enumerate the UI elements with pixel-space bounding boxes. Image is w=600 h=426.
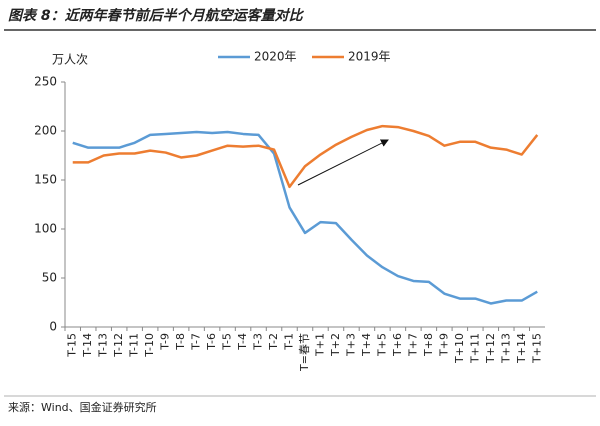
x-tick-label: T-8 xyxy=(174,333,187,351)
y-tick-label: 150 xyxy=(34,173,57,187)
x-tick-label: T+12 xyxy=(484,333,497,364)
x-tick-label: T-7 xyxy=(190,333,203,351)
x-tick-label: T+3 xyxy=(344,333,357,357)
x-tick-label: T-11 xyxy=(128,333,141,358)
x-tick-label: T-3 xyxy=(252,333,265,351)
x-tick-label: T+15 xyxy=(530,333,543,364)
x-tick-label: T+1 xyxy=(313,333,326,357)
trend-arrow xyxy=(297,139,389,186)
x-tick-label: T+4 xyxy=(360,333,373,357)
x-tick-label: T+10 xyxy=(453,333,466,364)
x-tick-label: T+11 xyxy=(468,333,481,364)
x-tick-label: T-1 xyxy=(283,333,296,351)
x-tick-label: T+7 xyxy=(406,333,419,357)
y-tick-label: 250 xyxy=(34,75,57,89)
x-tick-label: T-2 xyxy=(267,333,280,351)
y-tick-label: 50 xyxy=(42,271,57,285)
series-line xyxy=(72,124,539,189)
y-tick-label: 200 xyxy=(34,124,57,138)
x-tick-label: T+8 xyxy=(422,333,435,357)
source: 来源：Wind、国金证券研究所 xyxy=(8,400,157,414)
legend-label: 2019年 xyxy=(348,50,391,64)
x-tick-label: T+9 xyxy=(437,333,450,357)
x-tick-label: T-6 xyxy=(205,333,218,351)
x-tick-label: T-12 xyxy=(112,333,125,358)
x-tick-label: T-10 xyxy=(143,333,156,358)
series-line xyxy=(72,130,538,305)
x-tick-label: T-4 xyxy=(236,333,249,351)
x-tick-label: T-5 xyxy=(221,333,234,351)
x-tick-label: T+6 xyxy=(391,333,404,357)
y-tick-label: 100 xyxy=(34,222,57,236)
x-tick-label: T+2 xyxy=(329,333,342,357)
x-tick-label: T-13 xyxy=(97,333,110,358)
y-tick-label: 0 xyxy=(49,320,57,334)
x-tick-label: T-14 xyxy=(81,333,94,358)
x-tick-label: T=春节 xyxy=(298,333,311,372)
y-axis-label: 万人次 xyxy=(52,53,88,67)
legend-label: 2020年 xyxy=(254,50,297,64)
x-tick-label: T-9 xyxy=(159,333,172,351)
x-tick-label: T+13 xyxy=(499,333,512,364)
x-tick-label: T+14 xyxy=(515,333,528,364)
chart-title: 图表 8：近两年春节前后半个月航空运客量对比 xyxy=(8,7,305,24)
x-tick-label: T-15 xyxy=(66,333,79,358)
x-tick-label: T+5 xyxy=(375,333,388,357)
